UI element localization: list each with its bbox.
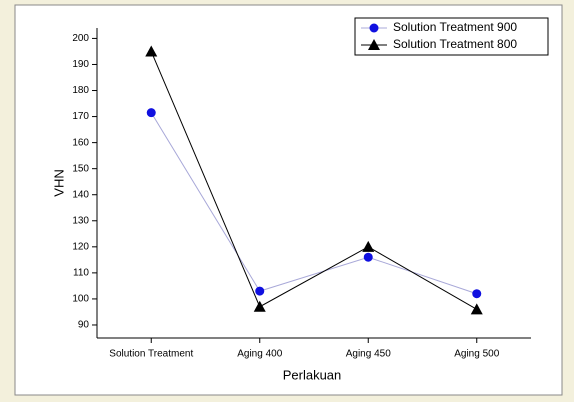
y-tick-label: 200 <box>72 33 89 44</box>
point <box>253 300 266 312</box>
point <box>362 240 375 252</box>
legend-label: Solution Treatment 800 <box>393 37 517 51</box>
y-tick-label: 120 <box>72 241 89 252</box>
point <box>363 252 373 262</box>
legend-marker <box>368 39 380 50</box>
series-line <box>150 112 477 295</box>
x-axis-label: Perlakuan <box>283 367 342 382</box>
y-tick-label: 130 <box>72 215 89 226</box>
y-tick-label: 150 <box>72 163 89 174</box>
x-tick-label: Aging 500 <box>454 349 499 360</box>
x-tick-label: Solution Treatment <box>109 349 193 360</box>
point <box>472 289 482 299</box>
y-axis-label: VHN <box>51 169 66 196</box>
y-tick-label: 180 <box>72 85 89 96</box>
chart-frame <box>14 4 563 396</box>
y-tick-label: 140 <box>72 189 89 200</box>
x-tick-label: Aging 450 <box>346 349 391 360</box>
y-tick-label: 90 <box>78 320 90 331</box>
point <box>146 108 156 118</box>
legend-label: Solution Treatment 900 <box>393 20 517 34</box>
y-tick-label: 160 <box>72 137 89 148</box>
legend-box <box>354 17 549 56</box>
y-tick-label: 110 <box>73 268 89 279</box>
point <box>255 286 265 296</box>
point <box>145 45 158 57</box>
y-tick-label: 190 <box>72 59 89 70</box>
y-tick-label: 100 <box>72 294 89 305</box>
series-line <box>150 51 477 310</box>
y-tick-label: 170 <box>72 111 89 122</box>
legend-marker <box>369 23 379 33</box>
x-tick-label: Aging 400 <box>237 349 282 360</box>
point <box>470 303 483 315</box>
